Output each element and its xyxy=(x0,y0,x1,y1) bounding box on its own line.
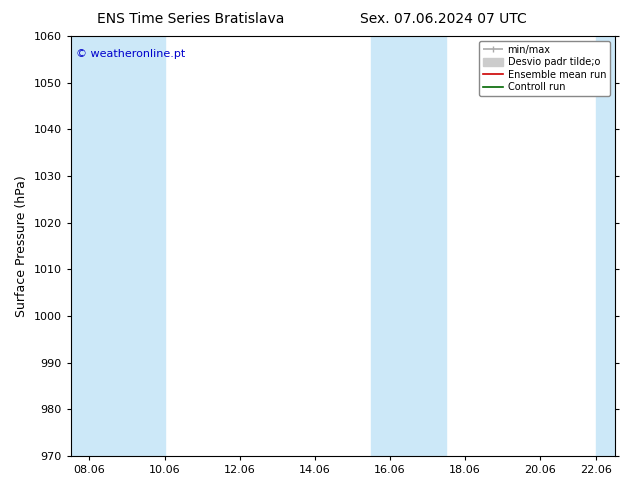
Bar xyxy=(596,36,615,456)
Text: © weatheronline.pt: © weatheronline.pt xyxy=(76,49,185,59)
Bar xyxy=(371,36,408,456)
Bar xyxy=(89,36,164,456)
Text: ENS Time Series Bratislava: ENS Time Series Bratislava xyxy=(96,12,284,26)
Bar xyxy=(408,36,446,456)
Y-axis label: Surface Pressure (hPa): Surface Pressure (hPa) xyxy=(15,175,28,317)
Legend: min/max, Desvio padr tilde;o, Ensemble mean run, Controll run: min/max, Desvio padr tilde;o, Ensemble m… xyxy=(479,41,610,96)
Bar xyxy=(71,36,89,456)
Text: Sex. 07.06.2024 07 UTC: Sex. 07.06.2024 07 UTC xyxy=(360,12,527,26)
